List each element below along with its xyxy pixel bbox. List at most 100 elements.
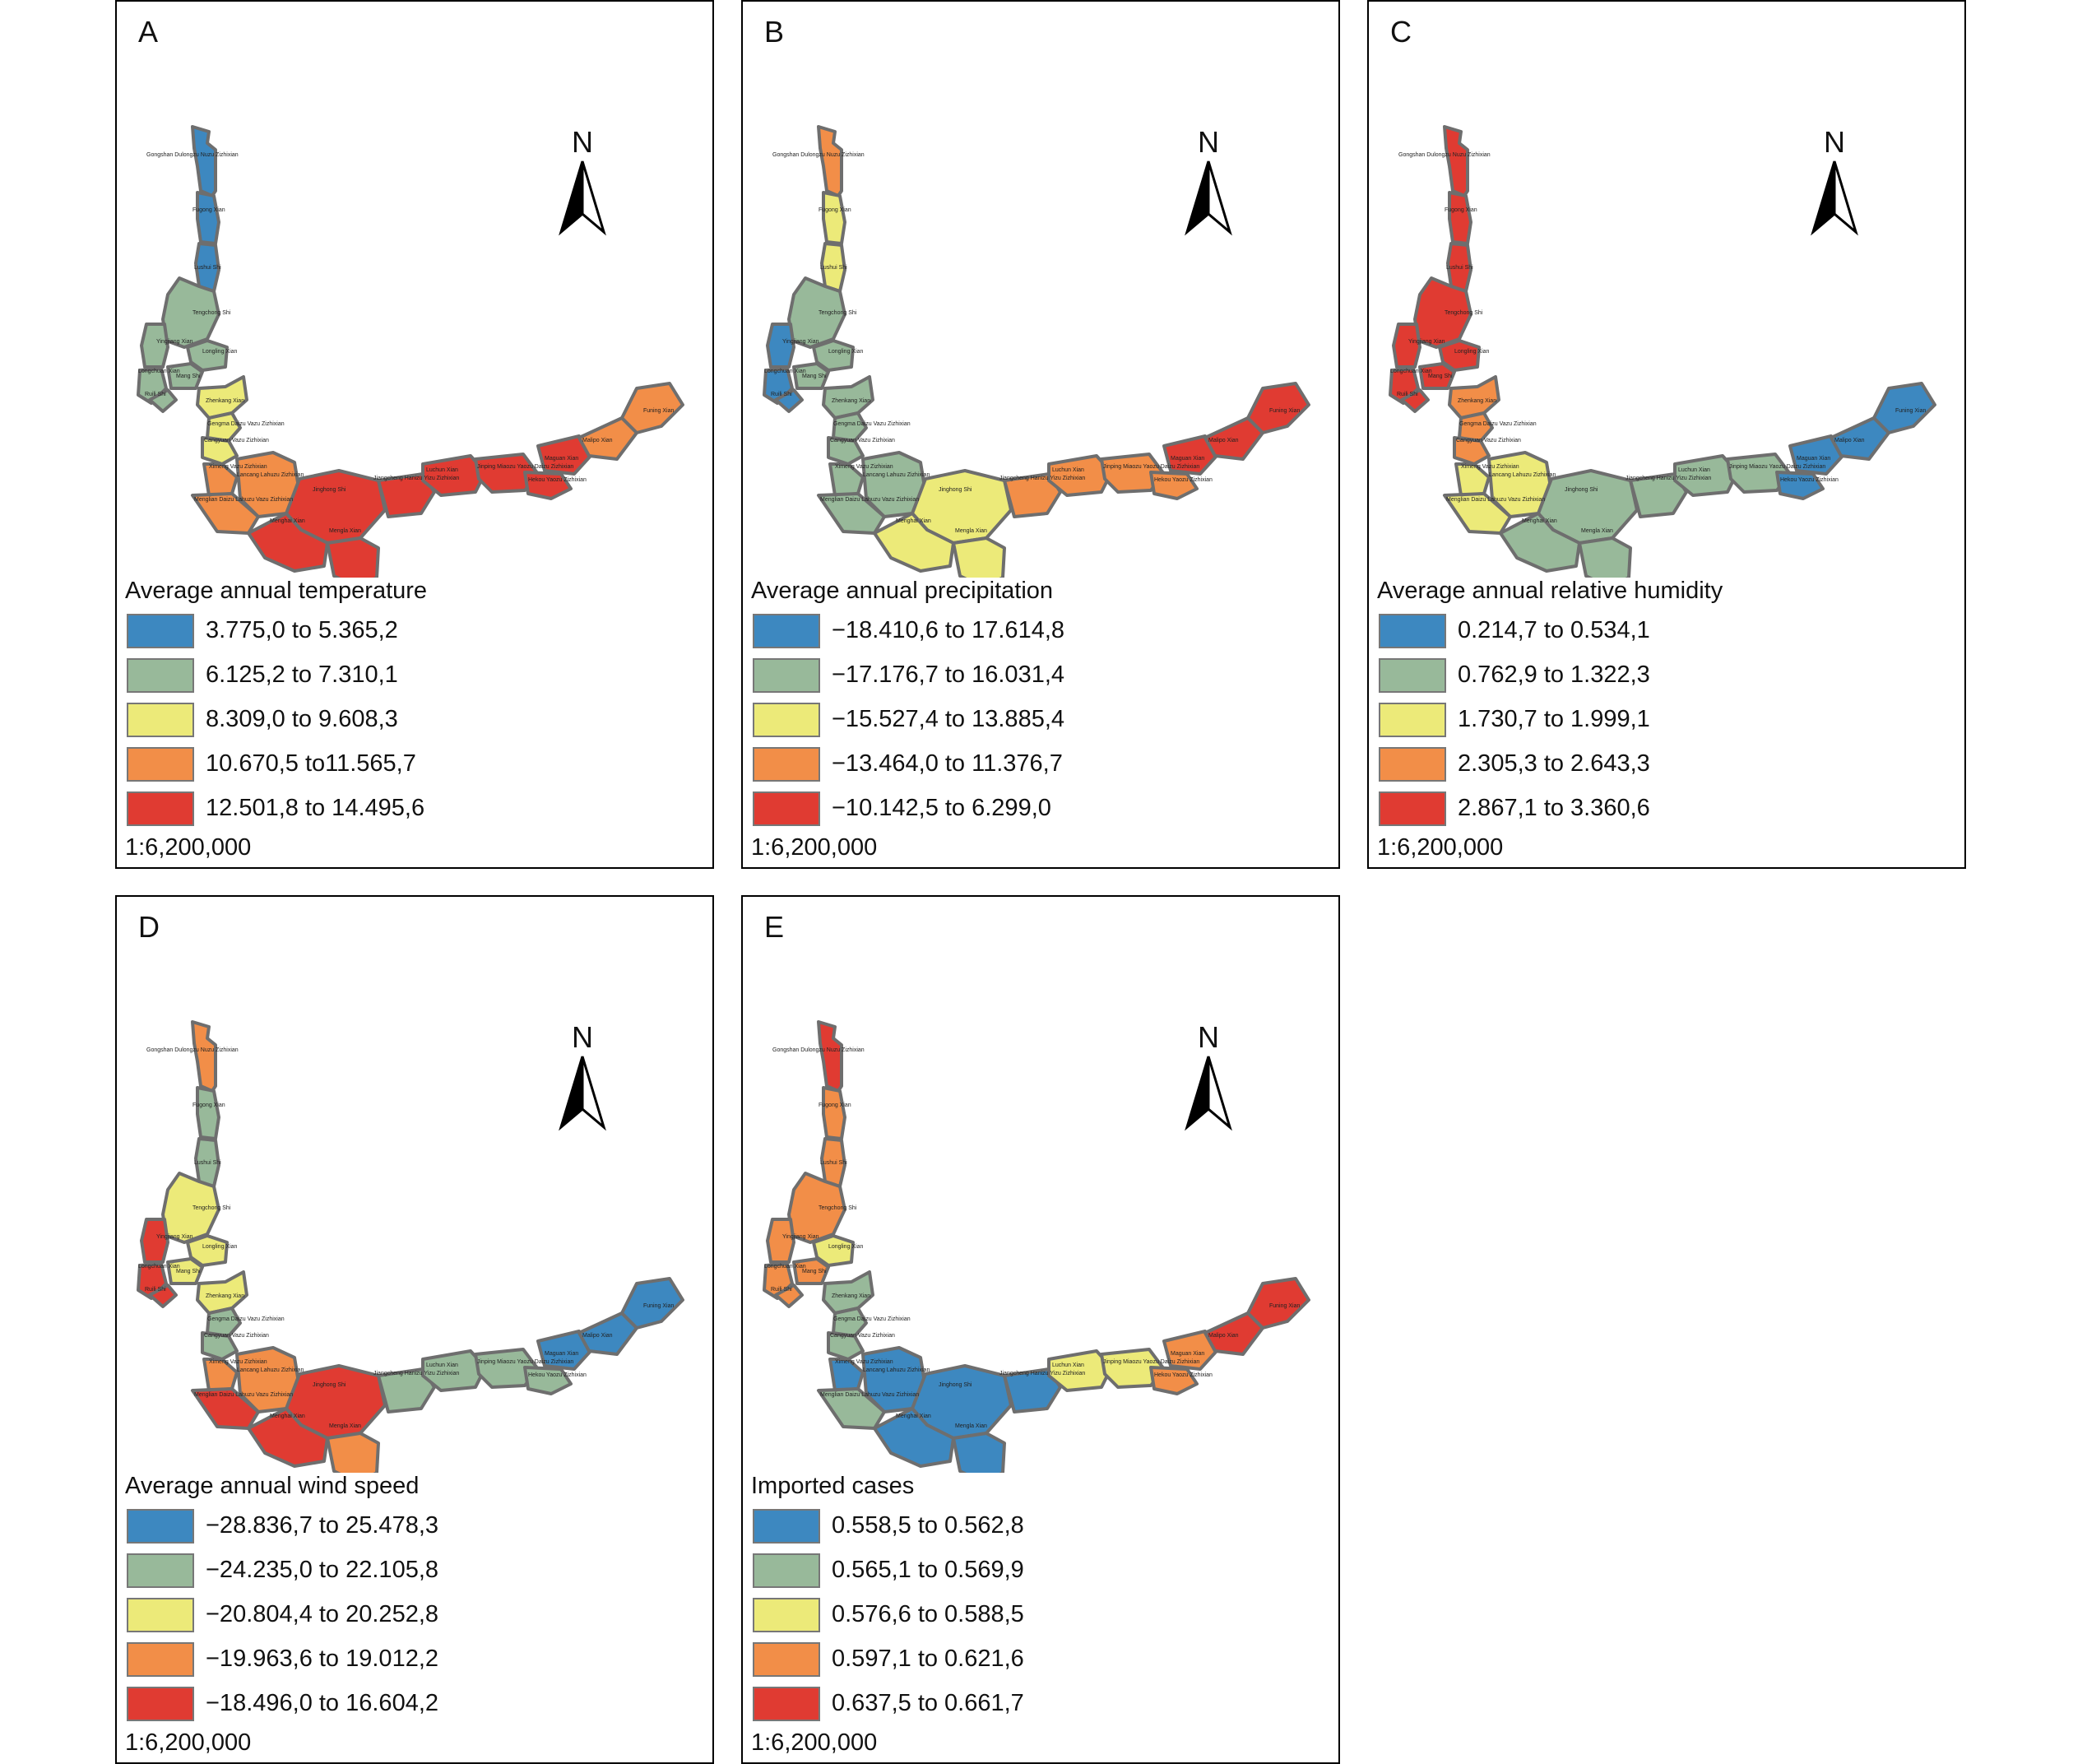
county-hekou-yaozu-zizhixian: [1149, 1366, 1199, 1395]
panel-letter: C: [1390, 15, 1412, 49]
map-panel-c: C Gongshan Dulongzu Nuzu Zizhixian Fugong …: [1367, 0, 1966, 869]
county-cangyuan-vazu-zizhixian: [827, 1331, 865, 1361]
legend-swatch: [127, 1598, 194, 1632]
county-gengma-daizu-vazu-zizhixian: [206, 1307, 242, 1338]
county-label: Mengla Xian: [955, 1423, 987, 1429]
legend-swatch: [753, 791, 820, 826]
county-cangyuan-vazu-zizhixian: [201, 436, 239, 466]
county-label: Menghai Xian: [270, 1414, 305, 1419]
legend-swatch: [127, 1553, 194, 1588]
county-mang-shi: [792, 362, 830, 390]
legend-label: 0.597,1 to 0.621,6: [832, 1646, 1024, 1672]
county-label: Lushui Shi: [820, 265, 847, 271]
county-label: Menghai Xian: [1522, 518, 1557, 524]
county-label: Mengla Xian: [1581, 528, 1613, 534]
county-jiangcheng-hanizu-yizu-zizhixian: [1003, 1367, 1062, 1414]
map-area: Gongshan Dulongzu Nuzu Zizhixian Fugong X…: [743, 897, 1342, 1473]
county-funing-xian: [1246, 382, 1310, 434]
county-label: Zhenkang Xian: [206, 398, 245, 404]
county-yingjiang-xian: [140, 1218, 169, 1264]
county-label: Longling Xian: [202, 349, 238, 355]
county-label: Gongshan Dulongzu Nuzu Zizhixian: [772, 152, 865, 158]
county-label: Fugong Xian: [192, 1102, 225, 1108]
county-label: Menghai Xian: [896, 518, 931, 524]
north-label: N: [572, 125, 593, 159]
north-arrow-icon: [559, 160, 606, 236]
county-maguan-xian: [1162, 434, 1218, 476]
county-menghai-xian: [247, 1407, 329, 1468]
choropleth-map: [763, 125, 1310, 578]
map-panel-a: A Gongshan Dulongzu Nuzu Zizhixian Fugong …: [115, 0, 714, 869]
county-malipo-xian: [1830, 416, 1890, 461]
legend-swatch: [127, 791, 194, 826]
county-label: Ximeng Vazu Zizhixian: [209, 464, 267, 470]
legend-label: −15.527,4 to 13.885,4: [832, 706, 1065, 732]
county-funing-xian: [620, 382, 684, 434]
county-label: Tengchong Shi: [192, 310, 231, 316]
county-ruili-shi: [774, 388, 804, 413]
map-panel-e: E Gongshan Dulongzu Nuzu Zizhixian Fugong …: [741, 895, 1340, 1764]
legend-label: 1.730,7 to 1.999,1: [1458, 706, 1650, 732]
county-label: Maguan Xian: [1797, 456, 1831, 462]
county-mang-shi: [1418, 362, 1456, 390]
legend-swatch: [753, 1509, 820, 1544]
legend-swatch: [1379, 791, 1446, 826]
county-label: Funing Xian: [1269, 1303, 1301, 1309]
county-label: Jiangcheng Hanizu Yizu Zizhixian: [999, 1371, 1086, 1376]
legend-swatch: [1379, 614, 1446, 648]
county-label: Yingjiang Xian: [1408, 339, 1445, 345]
legend-label: 0.565,1 to 0.569,9: [832, 1557, 1024, 1583]
county-zhenkang-xian: [196, 1270, 248, 1315]
county-label: Gongshan Dulongzu Nuzu Zizhixian: [146, 152, 239, 158]
legend-title: Imported cases: [751, 1473, 915, 1499]
county-label: Longchuan Xian: [764, 369, 806, 374]
county-gengma-daizu-vazu-zizhixian: [1458, 411, 1494, 443]
county-label: Longling Xian: [828, 349, 864, 355]
county-cangyuan-vazu-zizhixian: [1453, 436, 1491, 466]
county-label: Jinghong Shi: [313, 487, 346, 493]
county-label: Longchuan Xian: [138, 369, 180, 374]
county-label: Yingjiang Xian: [782, 1234, 819, 1240]
county-gongshan-dulongzu-nuzu-zizhixian: [191, 1020, 217, 1093]
county-hekou-yaozu-zizhixian: [1149, 471, 1199, 500]
map-scale: 1:6,200,000: [751, 834, 878, 861]
legend-swatch: [753, 658, 820, 693]
county-label: Cangyuan Vazu Zizhixian: [204, 1333, 269, 1339]
county-gongshan-dulongzu-nuzu-zizhixian: [817, 125, 843, 197]
county-maguan-xian: [536, 1330, 592, 1371]
county-label: Zhenkang Xian: [1458, 398, 1497, 404]
county-label: Malipo Xian: [582, 1333, 613, 1339]
county-fugong-xian: [822, 1086, 846, 1140]
county-label: Fugong Xian: [1445, 207, 1477, 213]
county-label: Lushui Shi: [194, 265, 221, 271]
county-label: Longling Xian: [828, 1244, 864, 1250]
legend-swatch: [127, 747, 194, 782]
map-panel-b: B Gongshan Dulongzu Nuzu Zizhixian Fugong …: [741, 0, 1340, 869]
county-label: Lancang Lahuzu Zizhixian: [863, 1367, 930, 1373]
county-longling-xian: [812, 339, 855, 372]
north-label: N: [1824, 125, 1845, 159]
county-malipo-xian: [1203, 416, 1264, 461]
county-label: Ruili Shi: [1397, 392, 1418, 397]
county-label: Malipo Xian: [1208, 438, 1239, 443]
county-label: Longling Xian: [1454, 349, 1490, 355]
legend-label: 0.762,9 to 1.322,3: [1458, 662, 1650, 688]
county-zhenkang-xian: [822, 1270, 874, 1315]
legend-title: Average annual relative humidity: [1377, 578, 1723, 604]
county-menghai-xian: [873, 512, 955, 573]
legend-label: −20.804,4 to 20.252,8: [206, 1601, 439, 1627]
county-hekou-yaozu-zizhixian: [1775, 471, 1825, 500]
north-label: N: [572, 1020, 593, 1054]
county-label: Longchuan Xian: [1390, 369, 1432, 374]
county-label: Jinghong Shi: [939, 1382, 972, 1388]
county-label: Zhenkang Xian: [832, 398, 871, 404]
legend-swatch: [127, 1509, 194, 1544]
county-jiangcheng-hanizu-yizu-zizhixian: [1003, 472, 1062, 518]
county-label: Luchun Xian: [1052, 467, 1084, 473]
legend-label: 0.214,7 to 0.534,1: [1458, 617, 1650, 643]
county-label: Menglian Daizu Lahuzu Vazu Zizhixian: [820, 1392, 920, 1398]
county-label: Funing Xian: [643, 1303, 675, 1309]
county-maguan-xian: [1162, 1330, 1218, 1371]
legend-title: Average annual temperature: [125, 578, 428, 604]
county-mengla-xian: [326, 536, 380, 578]
